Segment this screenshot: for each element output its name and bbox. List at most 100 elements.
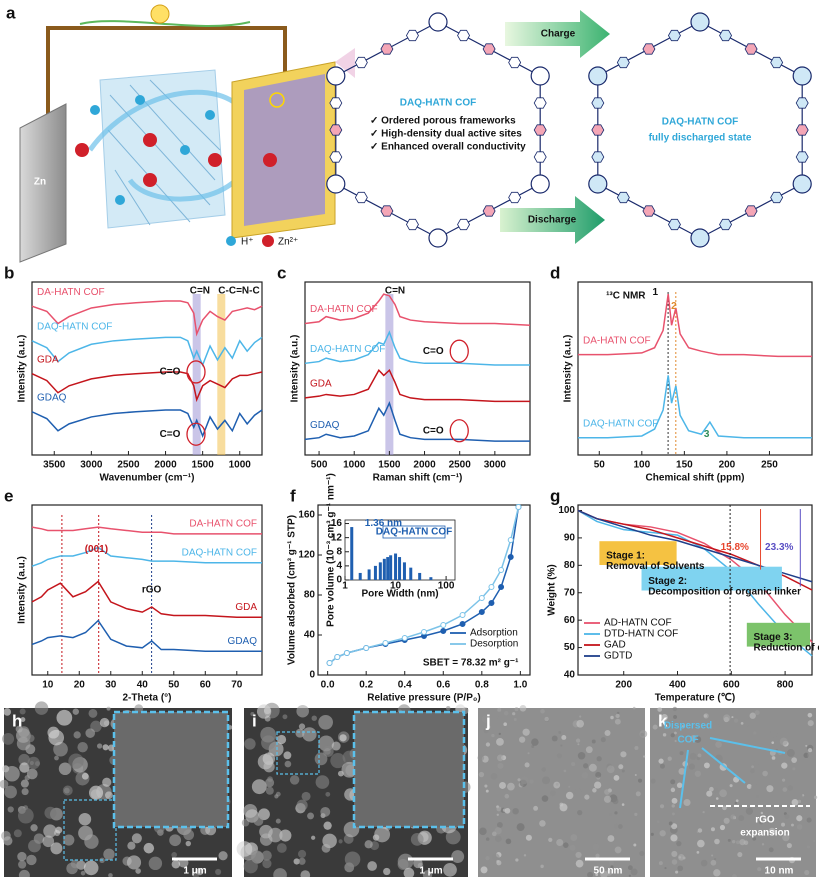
- texture: [496, 806, 502, 812]
- texture: [443, 862, 457, 877]
- bar: [373, 565, 377, 580]
- texture: [735, 799, 739, 803]
- texture: [769, 815, 775, 822]
- x-tick-label: 250: [761, 460, 778, 471]
- panel-label: b: [4, 263, 14, 282]
- texture: [575, 859, 584, 868]
- bulb: [150, 4, 170, 24]
- texture: [800, 795, 805, 799]
- texture: [485, 856, 490, 861]
- texture: [77, 741, 88, 753]
- texture: [768, 847, 774, 853]
- y-axis-label: Volume adsorbed (cm³ g⁻¹ STP): [287, 515, 298, 665]
- texture: [256, 704, 272, 719]
- texture: [253, 815, 264, 826]
- node: [690, 228, 710, 248]
- texture: [658, 861, 663, 866]
- texture: [575, 851, 582, 859]
- texture: [735, 840, 740, 845]
- texture: [522, 728, 530, 736]
- annotation: 3: [704, 429, 710, 440]
- texture: [531, 745, 535, 749]
- texture: [620, 751, 627, 758]
- texture: [56, 709, 73, 726]
- x-tick-label: 1500: [378, 460, 401, 471]
- texture: [640, 732, 644, 737]
- zn-label: Zn: [34, 177, 46, 188]
- cof-ring: [597, 21, 803, 239]
- texture: [274, 794, 279, 799]
- chart: d 50 100 150 200 250 Chemical shift (ppm) Inten…: [550, 263, 813, 484]
- bar: [378, 562, 382, 580]
- annotation: Stage 3:: [754, 632, 793, 643]
- texture: [688, 763, 695, 770]
- texture: [600, 737, 606, 743]
- texture: [480, 866, 488, 874]
- y-tick-label: 160: [298, 510, 315, 521]
- texture: [667, 756, 672, 761]
- texture: [513, 717, 517, 721]
- texture: [650, 832, 654, 836]
- x-tick-label: 1500: [192, 460, 215, 471]
- ring-unit: [533, 124, 547, 136]
- x-tick-label: 1.0: [513, 680, 527, 691]
- texture: [183, 829, 195, 841]
- annotation: Stage 2:: [648, 576, 687, 587]
- node: [530, 174, 550, 194]
- legend-label: Desorption: [470, 639, 518, 650]
- x-tick-label: 1000: [343, 460, 366, 471]
- point: [498, 584, 505, 590]
- texture: [577, 751, 586, 760]
- ring-unit: [616, 191, 630, 204]
- texture: [711, 854, 714, 857]
- point: [515, 504, 522, 510]
- texture: [331, 741, 341, 751]
- ring-unit: [719, 29, 733, 42]
- texture: [26, 854, 37, 866]
- texture: [715, 797, 719, 800]
- texture: [3, 708, 11, 716]
- point: [478, 609, 485, 615]
- ring-unit: [380, 205, 394, 217]
- texture: [192, 873, 199, 877]
- texture: [374, 826, 391, 843]
- texture: [544, 716, 549, 722]
- cof-structures: [326, 12, 812, 248]
- texture: [771, 741, 775, 745]
- annotation: C=N: [190, 285, 210, 296]
- texture: [19, 708, 26, 715]
- callout-circle: [449, 419, 469, 443]
- texture: [614, 811, 618, 815]
- texture: [83, 860, 99, 876]
- point: [478, 595, 485, 601]
- texture: [541, 795, 549, 802]
- texture: [512, 807, 519, 815]
- y-tick-label: 80: [564, 560, 576, 571]
- x-tick-label: 500: [311, 460, 328, 471]
- annotation: C=O: [160, 367, 181, 378]
- texture: [671, 850, 678, 857]
- ring-unit: [591, 151, 605, 163]
- stage-box: [746, 622, 810, 647]
- texture: [694, 770, 701, 777]
- y-axis-label: Pore volume (10⁻³ cm³ g⁻¹ nm⁻¹): [326, 473, 337, 627]
- texture: [250, 850, 264, 863]
- texture: [585, 746, 593, 754]
- texture: [283, 751, 292, 760]
- texture: [807, 752, 814, 759]
- bar: [402, 562, 406, 580]
- x-tick-label: 400: [669, 680, 686, 691]
- texture: [185, 840, 191, 847]
- ring-unit: [329, 124, 343, 136]
- texture: [627, 865, 633, 871]
- x-tick-label: 0.8: [475, 680, 489, 691]
- texture: [671, 804, 675, 808]
- annotation: C-C=N-C: [218, 285, 259, 296]
- texture: [42, 835, 55, 848]
- texture: [505, 838, 512, 845]
- texture: [786, 842, 792, 849]
- y-tick-label: 0: [309, 670, 315, 681]
- texture: [78, 812, 92, 826]
- y-tick-label: 70: [564, 587, 576, 598]
